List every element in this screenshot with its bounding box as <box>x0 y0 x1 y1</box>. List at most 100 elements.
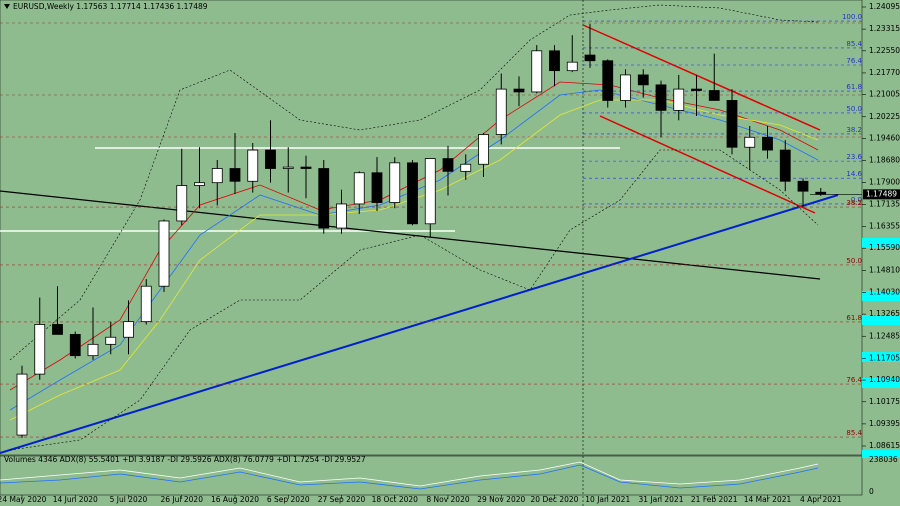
candle-body <box>34 324 46 375</box>
candle-body <box>229 168 241 182</box>
fib-label: 85.4 <box>846 429 862 437</box>
x-tick-label: 4 Apr 2021 <box>800 495 842 504</box>
x-tick-label: 5 Jul 2020 <box>110 495 148 504</box>
indicator-tick-label: 0 <box>869 487 874 496</box>
y-tick-label: 1.17900 <box>869 178 900 187</box>
x-tick-label: 26 Jul 2020 <box>161 495 204 504</box>
candle-body <box>69 334 81 357</box>
candle-body <box>531 50 543 93</box>
y-tick-label: 1.19460 <box>869 133 900 142</box>
candle-body <box>762 136 773 151</box>
candle-body <box>566 61 578 72</box>
y-tick-label: 1.16355 <box>869 222 900 231</box>
fib-label: 14.6 <box>846 170 862 178</box>
y-tick-label: 1.22550 <box>869 46 900 55</box>
current-price-box <box>863 189 900 200</box>
candle-body <box>87 343 99 357</box>
x-tick-label: 6 Sep 2020 <box>267 495 310 504</box>
candle-body <box>602 60 614 101</box>
fib-label: 38.2 <box>846 126 862 134</box>
y-tick-label: 1.08615 <box>869 441 900 450</box>
candle-body <box>336 203 347 229</box>
candle-body <box>637 74 649 86</box>
candle-body <box>815 191 827 195</box>
candle-body <box>726 100 738 148</box>
indicator-tick-label: 238036 <box>869 455 898 464</box>
axis-marker <box>862 450 900 458</box>
y-tick-label: 1.14030 <box>869 287 900 296</box>
bollinger-band <box>9 149 819 451</box>
x-tick-label: 21 Feb 2021 <box>691 495 738 504</box>
x-tick-label: 14 Jun 2020 <box>53 495 98 504</box>
candle-body <box>549 50 560 72</box>
candle-body <box>478 134 489 165</box>
fib-label: 76.4 <box>846 57 862 65</box>
y-tick-label: 1.12485 <box>869 331 900 340</box>
candle-body <box>779 149 791 182</box>
x-tick-label: 31 Jan 2021 <box>639 495 684 504</box>
fib-label: 50.0 <box>846 257 862 265</box>
y-tick-label: 1.23315 <box>869 24 900 33</box>
x-tick-label: 10 Jan 2021 <box>585 495 630 504</box>
candle-body <box>620 74 631 101</box>
axis-marker <box>862 291 900 301</box>
y-tick-label: 1.21770 <box>869 68 900 77</box>
axis-marker <box>862 352 900 362</box>
channel-line <box>599 115 816 214</box>
channel-line <box>582 24 821 131</box>
x-tick-label: 18 Oct 2020 <box>372 495 419 504</box>
y-tick-label: 1.14810 <box>869 265 900 274</box>
axis-marker <box>862 315 900 325</box>
axis-marker <box>862 378 900 388</box>
candle-body <box>158 220 170 287</box>
x-tick-label: 24 May 2020 <box>0 495 47 504</box>
trend-line <box>0 190 821 280</box>
candle-body <box>371 172 383 203</box>
candle-body <box>584 54 596 62</box>
candle-body <box>513 88 525 93</box>
candle-body <box>194 182 205 186</box>
chart-title: EURUSD,Weekly 1.17563 1.17714 1.17436 1.… <box>13 2 208 11</box>
fib-label: 85.4 <box>846 40 862 48</box>
title-icon <box>4 4 10 9</box>
fib-label: 0.0 <box>851 196 862 204</box>
y-tick-label: 1.21005 <box>869 90 900 99</box>
fib-label: 61.8 <box>846 314 862 322</box>
fib-label: 100.0 <box>842 13 862 21</box>
candle-body <box>460 163 472 172</box>
bollinger-band <box>9 4 819 361</box>
x-tick-label: 16 Aug 2020 <box>211 495 259 504</box>
candle-body <box>407 162 418 225</box>
y-tick-label: 1.24095 <box>869 2 900 11</box>
candle-body <box>442 158 454 172</box>
indicator-area <box>0 455 863 496</box>
candle-body <box>797 180 809 192</box>
x-tick-label: 20 Dec 2020 <box>531 495 579 504</box>
y-tick-label: 1.09395 <box>869 419 900 428</box>
candle-body <box>673 88 685 111</box>
y-tick-label: 1.10940 <box>869 375 900 384</box>
candle-body <box>247 149 259 182</box>
candle-body <box>353 172 365 205</box>
y-tick-label: 1.20225 <box>869 112 900 121</box>
trend-line <box>0 194 839 454</box>
candle-body <box>495 88 507 135</box>
y-tick-label: 1.17135 <box>869 199 900 208</box>
y-tick-label: 1.18680 <box>869 156 900 165</box>
adx-line <box>0 464 819 490</box>
fib-label: 38.2 <box>846 199 862 207</box>
y-tick-label: 1.11705 <box>869 353 900 362</box>
y-tick-label: 1.15590 <box>869 243 900 252</box>
candle-body <box>282 166 294 169</box>
candle-body <box>655 84 667 111</box>
candle-body <box>389 162 401 203</box>
candle-body <box>300 166 312 169</box>
current-price-label: 1.17489 <box>866 189 897 198</box>
candle-body <box>265 149 276 169</box>
axis-marker <box>862 238 900 248</box>
candle-body <box>708 90 720 101</box>
fib-label: 76.4 <box>846 376 862 384</box>
candle-body <box>211 168 223 184</box>
y-tick-label: 1.10175 <box>869 397 900 406</box>
candle-body <box>16 373 28 436</box>
